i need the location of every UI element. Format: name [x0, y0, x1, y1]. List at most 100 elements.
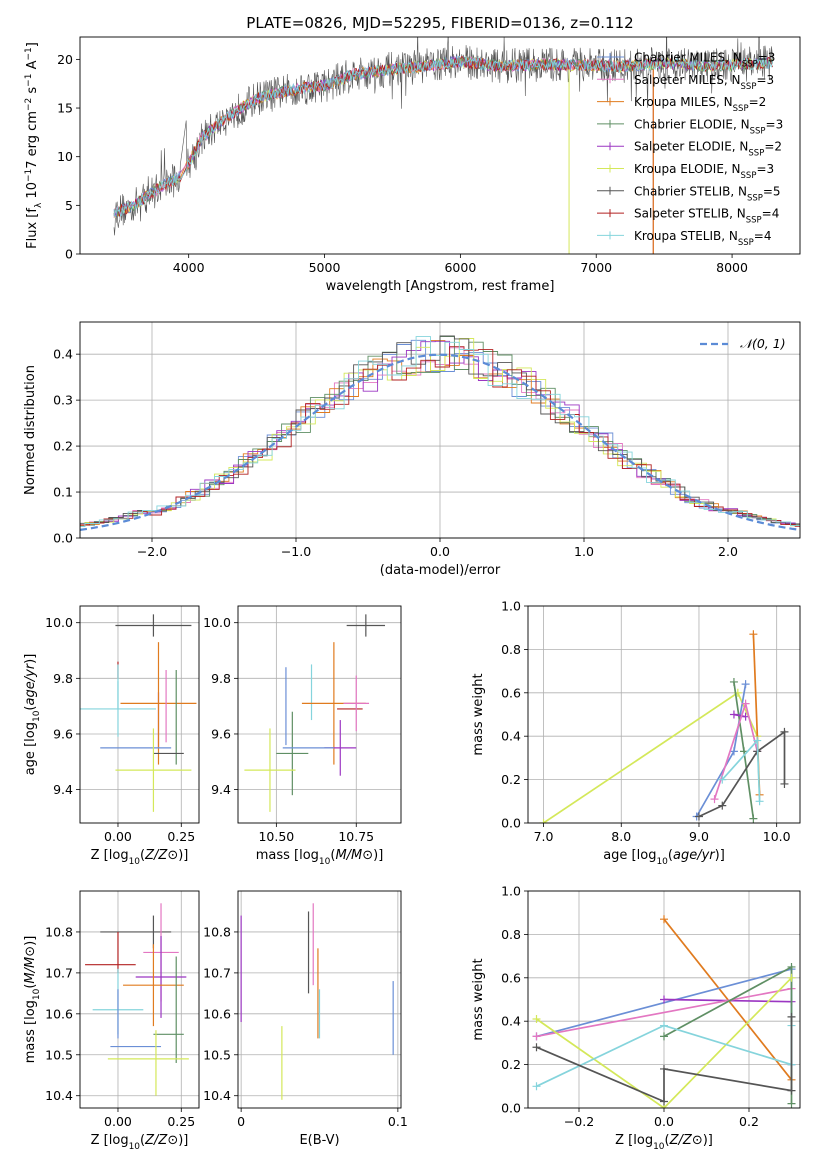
x-tick-label: 0.00 [104, 829, 132, 844]
y-tick-label: 0.3 [53, 393, 73, 408]
axes-frame [237, 605, 402, 824]
weight-marker [780, 727, 789, 736]
axes-residual_histogram: −2.0 −1.0 0.0 1.0 2.0 0.0 0.1 0.2 0.3 0.4 [53, 321, 801, 559]
y-tick-label: 9.8 [53, 671, 73, 686]
y-tick-label: 10.8 [45, 924, 73, 939]
ticks-massweight_vs_age: 7.0 8.0 9.0 10.0 0.0 0.2 0.4 0.6 0.8 1.0 [501, 599, 791, 845]
x-axis-label: E(B-V) [299, 1133, 339, 1148]
weight-marker [532, 1043, 541, 1052]
y-tick-label: 0.0 [501, 1101, 521, 1116]
y-tick-label: 10.5 [203, 1047, 231, 1062]
legend-label: 𝒩(0, 1) [740, 336, 786, 351]
axes-massweight_vs_Z: −0.2 0.0 0.2 0.0 0.2 0.4 0.6 0.8 1.0 [501, 884, 801, 1130]
weight-marker [532, 1015, 541, 1024]
y-tick-label: 10.4 [45, 1088, 73, 1103]
y-tick-label: 0.0 [53, 531, 73, 546]
weight-marker [780, 779, 789, 788]
x-tick-label: 0.25 [167, 1114, 195, 1129]
y-tick-label: 0.0 [501, 816, 521, 831]
plot-area-age_vs_Z [80, 614, 197, 812]
weight-marker [660, 1021, 668, 1030]
weight-marker [660, 1032, 668, 1041]
y-tick-label: 0.1 [53, 485, 73, 500]
y-tick-label: 10.6 [203, 1006, 231, 1021]
axes-frame [79, 321, 801, 539]
x-tick-label: 0.0 [654, 1114, 674, 1129]
axes-frame [79, 36, 801, 255]
spectrum-line [113, 37, 773, 236]
y-tick-label: 9.4 [211, 782, 231, 797]
x-axis-label: Z [log10(Z/Z⊙)] [91, 1133, 189, 1152]
legend-label: Kroupa MILES, NSSP=2 [634, 95, 766, 114]
legend-label: Salpeter ELODIE, NSSP=2 [634, 140, 782, 159]
weight-marker [660, 1097, 668, 1106]
y-tick-label: 0.2 [53, 439, 73, 454]
axes-frame [79, 890, 200, 1109]
grid-age_vs_Z [80, 606, 199, 823]
y-axis-label: mass weight [471, 673, 486, 755]
y-tick-label: 10.7 [45, 965, 73, 980]
ticks-massweight_vs_Z: −0.2 0.0 0.2 0.0 0.2 0.4 0.6 0.8 1.0 [501, 884, 759, 1130]
spectrum-legend: Chabrier MILES, NSSP=3 Salpeter MILES, NS… [597, 51, 783, 248]
y-tick-label: 10.4 [203, 1088, 231, 1103]
x-tick-label: 10.0 [763, 829, 791, 844]
y-axis-label: age [log10(age/yr)] [23, 654, 42, 776]
legend-label: Salpeter STELIB, NSSP=4 [634, 207, 779, 226]
y-tick-label: 1.0 [501, 884, 521, 899]
y-tick-label: 0.2 [501, 772, 521, 787]
axes-frame [527, 605, 801, 824]
x-tick-label: 0.1 [388, 1114, 408, 1129]
x-tick-label: 2.0 [718, 544, 738, 559]
weight-marker [718, 775, 727, 784]
y-tick-label: 10.5 [45, 1047, 73, 1062]
plot-area-age_vs_mass [244, 614, 386, 812]
weight-marker [755, 797, 764, 806]
y-tick-label: 0.6 [501, 970, 521, 985]
x-axis-label: Z [log10(Z/Z⊙)] [91, 848, 189, 867]
y-axis-label: mass [log10(M/M⊙)] [23, 936, 42, 1064]
x-tick-label: 10.50 [258, 829, 294, 844]
x-tick-label: −0.2 [564, 1114, 594, 1129]
weight-marker [660, 1064, 668, 1073]
weight-marker [532, 1082, 541, 1091]
y-tick-label: 9.4 [53, 782, 73, 797]
histogram-legend: 𝒩(0, 1) [700, 336, 786, 351]
legend-label: Chabrier MILES, NSSP=3 [634, 51, 775, 70]
axes-massweight_vs_age: 7.0 8.0 9.0 10.0 0.0 0.2 0.4 0.6 0.8 1.0 [501, 599, 801, 845]
y-tick-label: 0.4 [53, 347, 73, 362]
weight-marker [694, 812, 703, 821]
x-axis-label: (data-model)/error [380, 563, 501, 578]
plot-area-mass_vs_EBV [240, 903, 394, 1100]
legend-label: Kroupa STELIB, NSSP=4 [634, 229, 772, 248]
axes-frame [79, 605, 200, 824]
x-tick-label: 0.00 [104, 1114, 132, 1129]
y-tick-label: 10.0 [203, 615, 231, 630]
x-tick-label: 0 [237, 1114, 245, 1129]
weight-line [698, 730, 786, 818]
plot-area-massweight_vs_Z [532, 915, 796, 1108]
weight-marker [787, 1086, 796, 1095]
y-tick-label: 1.0 [501, 599, 521, 614]
y-tick-label: 5 [65, 198, 73, 213]
y-tick-label: 10.6 [45, 1006, 73, 1021]
plot-area-massweight_vs_age [539, 630, 789, 823]
ticks-residual_histogram: −2.0 −1.0 0.0 1.0 2.0 0.0 0.1 0.2 0.3 0.4 [53, 347, 738, 559]
figure-title: PLATE=0826, MJD=52295, FIBERID=0136, z=0… [246, 14, 633, 32]
x-tick-label: 6000 [444, 260, 476, 275]
x-tick-label: 5000 [309, 260, 341, 275]
y-tick-label: 0.6 [501, 685, 521, 700]
y-tick-label: 20 [57, 52, 73, 67]
x-tick-label: −1.0 [281, 544, 311, 559]
weight-marker [660, 995, 668, 1004]
spectrum-line [113, 55, 773, 217]
ticks-mass_vs_Z: 0.00 0.25 10.4 10.5 10.6 10.7 10.8 [45, 924, 195, 1129]
y-axis-label: mass weight [471, 958, 486, 1040]
y-tick-label: 0 [65, 247, 73, 262]
weight-line [543, 691, 759, 823]
x-axis-label: wavelength [Angstrom, rest frame] [326, 279, 555, 294]
x-tick-label: 0.0 [430, 544, 450, 559]
weight-marker [787, 1099, 796, 1108]
y-tick-label: 0.8 [501, 642, 521, 657]
x-tick-label: 4000 [173, 260, 205, 275]
